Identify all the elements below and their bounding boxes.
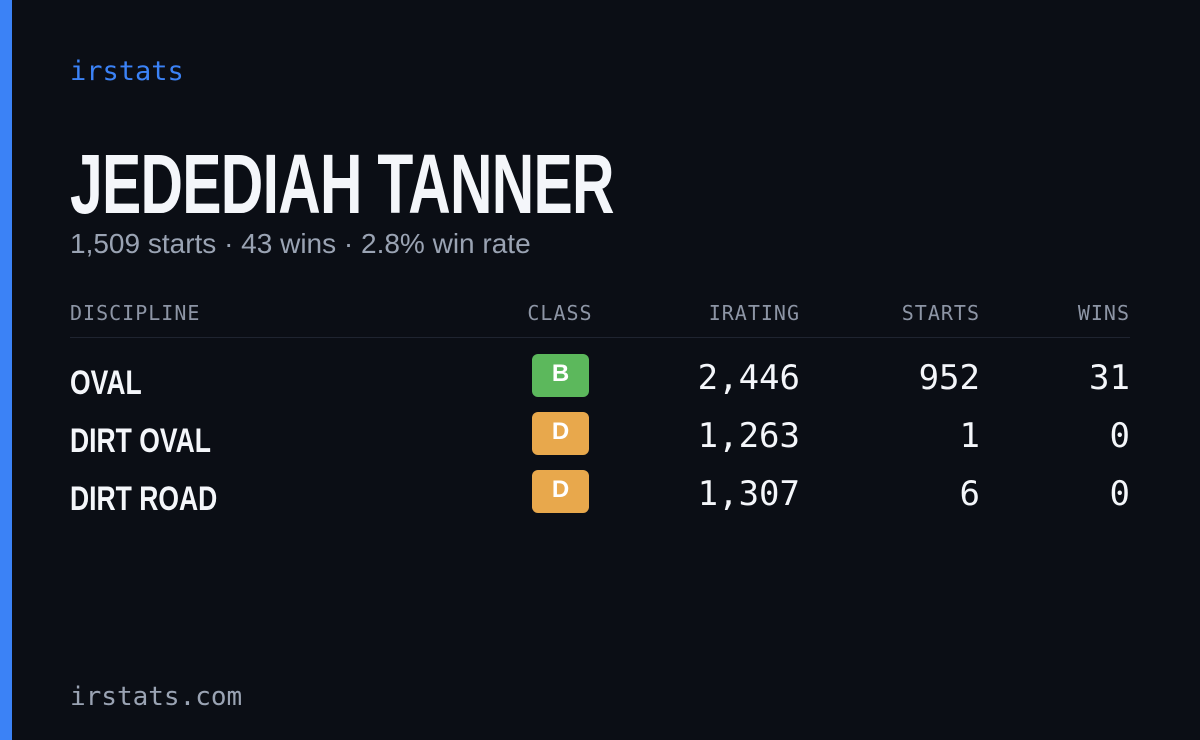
class-badge: D bbox=[532, 412, 589, 455]
column-header: STARTS bbox=[901, 301, 980, 325]
brand: irstats bbox=[70, 56, 184, 87]
summary: 1,509 starts · 43 wins · 2.8% win rate bbox=[70, 228, 531, 259]
irating-value: 2,446 bbox=[697, 358, 800, 398]
discipline-name: DIRT OVAL bbox=[70, 422, 211, 460]
class-badge: B bbox=[532, 354, 589, 397]
starts-value: 952 bbox=[918, 358, 980, 398]
driver-name: JEDEDIAH TANNER bbox=[70, 137, 615, 231]
header-rule bbox=[70, 337, 1130, 338]
irating-value: 1,307 bbox=[697, 474, 800, 514]
starts-value: 1 bbox=[959, 416, 980, 456]
wins-value: 0 bbox=[1109, 416, 1130, 456]
discipline-name: DIRT ROAD bbox=[70, 480, 218, 518]
starts-value: 6 bbox=[959, 474, 980, 514]
accent-stripe bbox=[0, 0, 12, 740]
wins-value: 0 bbox=[1109, 474, 1130, 514]
footer: irstats.com bbox=[70, 682, 243, 712]
column-header: WINS bbox=[1077, 301, 1130, 325]
class-badge: D bbox=[532, 470, 589, 513]
wins-value: 31 bbox=[1089, 358, 1130, 398]
irating-value: 1,263 bbox=[697, 416, 800, 456]
discipline-name: OVAL bbox=[70, 364, 142, 402]
column-header: DISCIPLINE bbox=[70, 301, 201, 325]
column-header: CLASS bbox=[527, 301, 593, 325]
column-header: IRATING bbox=[708, 301, 800, 325]
